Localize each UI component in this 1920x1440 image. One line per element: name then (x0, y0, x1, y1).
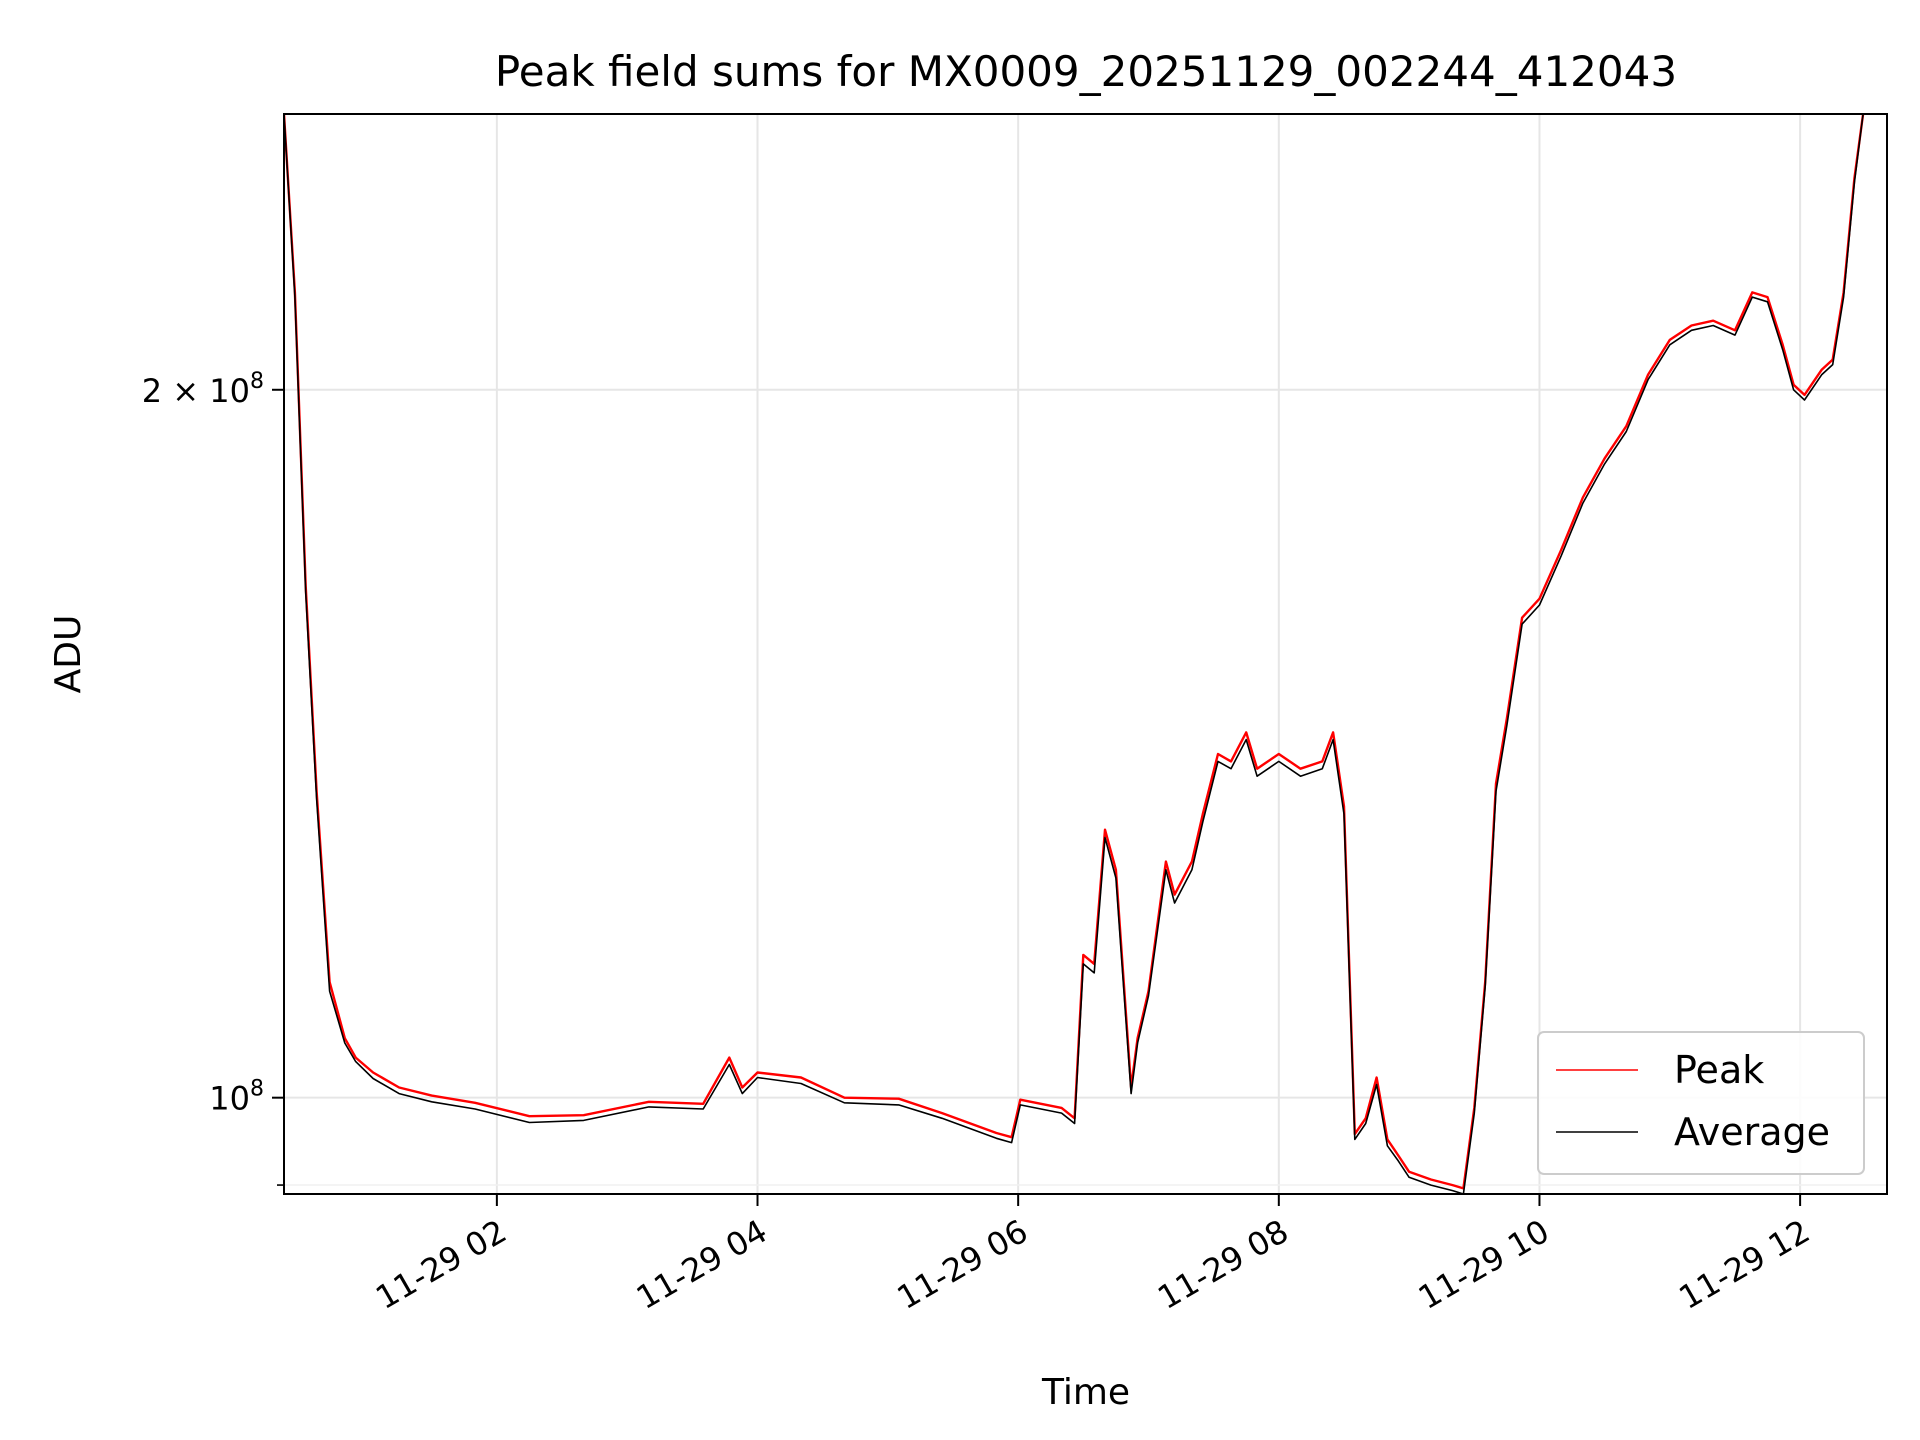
plot-frame (283, 113, 1888, 1195)
series-line-average (284, 114, 1864, 1194)
y-axis: 108 2 × 108 (142, 369, 284, 1186)
legend: Peak Average (1537, 1031, 1865, 1175)
legend-label-peak: Peak (1674, 1048, 1764, 1092)
x-axis-label: Time (1041, 1372, 1130, 1413)
series-line-peak (284, 114, 1865, 1190)
y-axis-label: ADU (48, 615, 89, 694)
legend-box (1537, 1031, 1865, 1175)
y-tick-label: 2 × 108 (142, 369, 264, 410)
chart-title: Peak field sums for MX0009_20251129_0022… (495, 47, 1677, 96)
x-axis: 11-29 02 11-29 04 11-29 06 11-29 08 11-29 10… (369, 1194, 1816, 1317)
x-tick-label: 11-29 02 (369, 1212, 513, 1317)
legend-label-average: Average (1674, 1110, 1830, 1154)
x-tick-label: 11-29 04 (630, 1212, 774, 1317)
plot-series (284, 114, 1865, 1194)
grid-lines (284, 114, 1887, 1194)
x-tick-label: 11-29 08 (1151, 1212, 1295, 1317)
x-tick-label: 11-29 12 (1673, 1212, 1817, 1317)
x-tick-label: 11-29 06 (891, 1212, 1035, 1317)
x-tick-label: 11-29 10 (1412, 1212, 1556, 1317)
y-tick-label: 108 (209, 1077, 264, 1118)
